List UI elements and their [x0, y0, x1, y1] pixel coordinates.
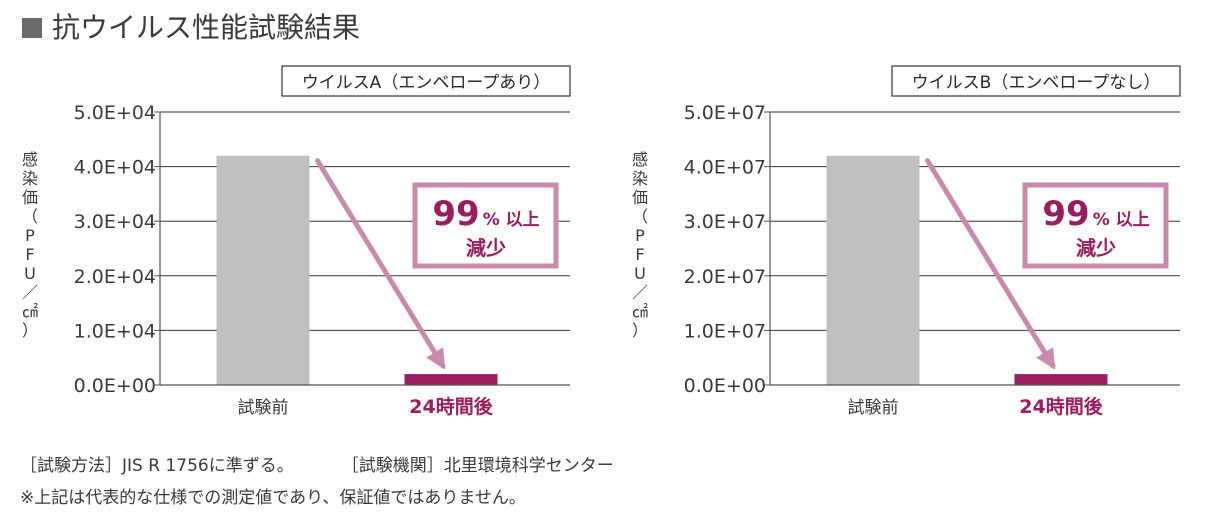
y-axis-label-char: （ [22, 207, 38, 226]
badge-line2: 減少 [466, 236, 506, 260]
test-method-note: ［試験方法］JIS R 1756に準ずる。 [20, 456, 294, 476]
y-tick-label: 1.0E+04 [74, 320, 156, 342]
legend-label: ウイルスB（エンベロープなし） [912, 73, 1161, 93]
y-axis-label: 感染価（PFU／㎠） [632, 150, 648, 340]
y-axis-label-char: （ [632, 207, 648, 226]
bar-after [1014, 374, 1108, 385]
y-axis-label-char: 染 [632, 169, 648, 188]
y-axis-label-char: ㎠ [632, 302, 648, 321]
bar-before [216, 155, 310, 385]
footnotes: ［試験方法］JIS R 1756に準ずる。 ［試験機関］北里環境科学センター ※上… [20, 450, 614, 514]
x-label-after: 24時間後 [409, 395, 493, 418]
chart-svg: 0.0E+00 1.0E+04 2.0E+04 3.0E+04 4.0E+04 5.0E+… [22, 65, 571, 418]
bar-before [826, 155, 920, 385]
reduction-badge [412, 182, 559, 269]
y-axis-label-char: U [634, 264, 646, 283]
badge-line1: 99% 以上 [432, 194, 539, 234]
x-label-before: 試験前 [848, 398, 899, 418]
y-axis-label-char: ㎠ [22, 302, 38, 321]
chart-svg: 0.0E+00 1.0E+07 2.0E+07 3.0E+07 4.0E+07 5.0E+… [632, 65, 1181, 418]
y-axis-label-char: F [25, 245, 34, 264]
badge-number: 99 [432, 194, 479, 234]
y-axis-label-char: P [635, 226, 645, 245]
y-tick-label: 4.0E+07 [684, 157, 766, 179]
page-title-text: 抗ウイルス性能試験結果 [52, 11, 361, 44]
y-axis-label-char: 価 [22, 188, 38, 207]
test-lab-note: ［試験機関］北里環境科学センター [341, 456, 614, 476]
reduction-arrow [925, 158, 1056, 370]
disclaimer-note: ※上記は代表的な仕様での測定値であり、保証値ではありません。 [20, 488, 526, 508]
badge-line1: 99% 以上 [1042, 194, 1149, 234]
y-axis-label-char: U [24, 264, 36, 283]
y-tick-label: 4.0E+04 [74, 157, 156, 179]
y-axis-label-char: ） [22, 321, 38, 340]
badge-suffix: % 以上 [483, 210, 540, 230]
y-tick-label: 5.0E+07 [684, 102, 766, 124]
y-axis-label-char: ／ [22, 283, 38, 302]
badge-suffix: % 以上 [1093, 210, 1150, 230]
y-tick-label: 0.0E+00 [74, 375, 156, 397]
bar-after [404, 374, 498, 385]
badge-line2: 減少 [1076, 236, 1116, 260]
y-tick-label: 1.0E+07 [684, 320, 766, 342]
y-axis-label-char: 価 [632, 188, 648, 207]
y-tick-label: 3.0E+04 [74, 211, 156, 233]
y-axis-label: 感染価（PFU／㎠） [22, 150, 38, 340]
x-label-before: 試験前 [238, 398, 289, 418]
y-tick-label: 5.0E+04 [74, 102, 156, 124]
chart-virus-a: 0.0E+00 1.0E+04 2.0E+04 3.0E+04 4.0E+04 5.0E+… [0, 55, 600, 425]
y-axis-label-char: F [635, 245, 644, 264]
legend-box [891, 65, 1181, 97]
x-label-after: 24時間後 [1019, 395, 1103, 418]
page-title: 抗ウイルス性能試験結果 [22, 8, 360, 48]
y-tick-label: 2.0E+04 [74, 266, 156, 288]
y-axis-label-char: ） [632, 321, 648, 340]
legend-box [281, 65, 571, 97]
y-tick-label: 0.0E+00 [684, 375, 766, 397]
y-axis-label-char: ／ [632, 283, 648, 302]
y-axis-label-char: 感 [632, 150, 648, 169]
y-axis-label-char: 感 [22, 150, 38, 169]
y-tick-label: 2.0E+07 [684, 266, 766, 288]
y-tick-label: 3.0E+07 [684, 211, 766, 233]
badge-number: 99 [1042, 194, 1089, 234]
y-axis-label-char: 染 [22, 169, 38, 188]
legend-label: ウイルスA（エンベロープあり） [302, 73, 551, 93]
reduction-badge [1022, 182, 1169, 269]
reduction-arrow [315, 158, 446, 370]
chart-virus-b: 0.0E+00 1.0E+07 2.0E+07 3.0E+07 4.0E+07 5.0E+… [610, 55, 1210, 425]
y-axis-label-char: P [25, 226, 35, 245]
square-bullet-icon [22, 18, 42, 38]
